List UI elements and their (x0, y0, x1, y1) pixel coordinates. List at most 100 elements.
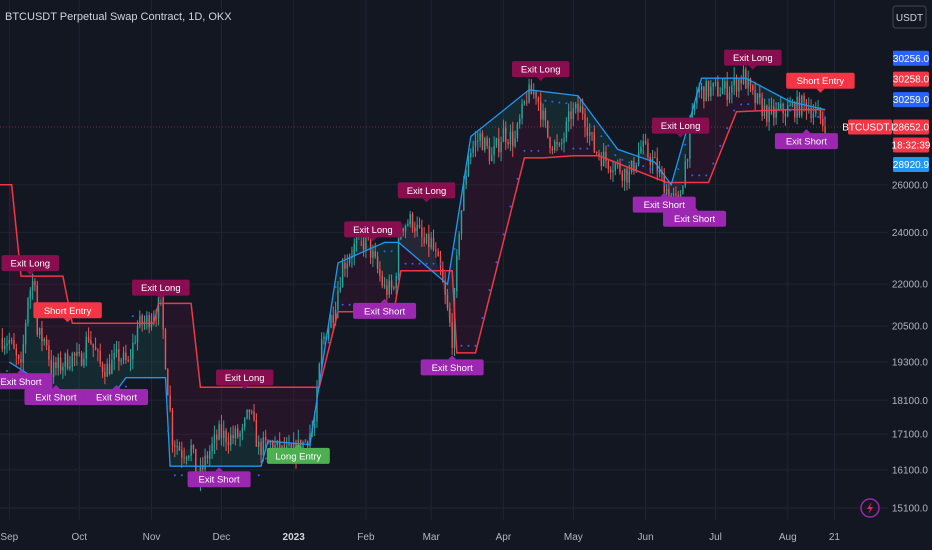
candle-body (402, 228, 404, 232)
signal-exit-long[interactable]: Exit Long (215, 369, 274, 390)
candle-body (423, 237, 425, 244)
signals[interactable]: Exit Long Exit Short Short Entry Exit Short… (0, 49, 855, 488)
candle-body (530, 84, 533, 95)
candle-body (749, 78, 752, 86)
candle-body (514, 138, 516, 147)
stop-dot (446, 292, 449, 295)
candle-body (90, 340, 92, 344)
price-axis[interactable]: 26000.0 24000.0 22000.0 20500.0 19300.0 18100… (892, 180, 929, 514)
candle-body (458, 233, 460, 256)
price-tag-box (893, 71, 929, 87)
candle-body (488, 145, 491, 162)
candle-body (176, 446, 178, 448)
candle-body (111, 359, 113, 374)
signal-pointer (51, 385, 60, 390)
candle-body (246, 409, 248, 419)
signal-exit-short[interactable]: Exit Short (187, 467, 251, 488)
currency-button[interactable]: USDT (892, 5, 927, 29)
signal-exit-short[interactable]: Exit Short (663, 206, 727, 227)
candle-body (726, 81, 728, 100)
candle-body (376, 256, 379, 270)
candle-body (250, 411, 253, 413)
signal-exit-short[interactable]: Exit Short (24, 385, 88, 406)
candle-body (605, 151, 607, 162)
candle-body (698, 89, 700, 93)
candle-body (257, 441, 260, 447)
signal-box (24, 389, 88, 406)
candle-body (8, 339, 11, 344)
candle-body (381, 276, 383, 286)
stop-dot (257, 474, 260, 477)
candle-body (115, 349, 118, 353)
stop-dot (488, 289, 491, 292)
candle-body (607, 161, 610, 170)
candle-body (332, 315, 335, 323)
signal-pointer (536, 77, 545, 82)
time-axis[interactable]: Sep Oct Nov Dec 2023 Feb Mar Apr May Jun Jul Aug 21 (0, 532, 840, 543)
signal-exit-long[interactable]: Exit Long (132, 279, 190, 300)
stop-dot (495, 261, 498, 264)
candle-body (248, 409, 251, 413)
candle-body (623, 168, 626, 181)
candle-body (262, 437, 265, 456)
signal-exit-long[interactable]: Exit Long (511, 61, 570, 82)
candle-body (719, 94, 721, 96)
signal-exit-short[interactable]: Exit Short (85, 385, 149, 406)
time-tick-label: Jun (638, 532, 654, 543)
stop-dot (320, 369, 323, 372)
stop-dot (600, 135, 603, 138)
time-tick-label: 2023 (283, 532, 306, 543)
price-tag-box (893, 137, 929, 153)
stop-dot (544, 99, 547, 102)
candle-body (451, 322, 453, 348)
candle-body (374, 251, 376, 257)
signal-label: Exit Long (10, 259, 50, 270)
signal-exit-long[interactable]: Exit Long (397, 182, 456, 203)
signal-label: Exit Short (364, 306, 406, 317)
signal-label: Exit Short (644, 200, 686, 211)
signal-exit-short[interactable]: Exit Short (632, 192, 696, 213)
price-tag-text: 30256.0 (893, 54, 930, 65)
signal-label: Exit Long (661, 121, 701, 132)
stop-dot (348, 303, 351, 306)
signal-exit-short[interactable]: Exit Short (774, 129, 838, 150)
candle-body (253, 411, 255, 420)
candle-body (113, 352, 115, 360)
signal-pointer (380, 298, 389, 303)
time-tick-label: Nov (143, 532, 161, 543)
candle-body (66, 353, 69, 369)
signal-short-entry[interactable]: Short Entry (786, 72, 855, 93)
candle-body (211, 443, 213, 452)
candle-body (766, 105, 768, 122)
price-tick-label: 24000.0 (892, 228, 929, 239)
signal-long-entry[interactable]: Long Entry (266, 443, 330, 464)
price-tag-text: 30259.0 (893, 95, 930, 106)
stop-dot (775, 102, 778, 105)
candle-body (733, 77, 735, 86)
candle-body (341, 262, 344, 288)
signal-exit-short[interactable]: Exit Short (420, 355, 484, 376)
signal-exit-short[interactable]: Exit Short (0, 369, 53, 390)
lightning-icon[interactable] (860, 498, 880, 518)
stop-dot (803, 101, 806, 104)
signal-exit-long[interactable]: Exit Long (1, 255, 60, 276)
stop-dot (173, 474, 176, 477)
stop-dot (516, 177, 519, 180)
signal-short-entry[interactable]: Short Entry (33, 302, 102, 323)
stop-dot (656, 170, 659, 173)
stop-dot (565, 102, 568, 105)
stop-dot (166, 429, 169, 432)
candle-body (754, 89, 756, 104)
signal-pointer (690, 206, 699, 211)
signal-exit-long[interactable]: Exit Long (344, 221, 402, 242)
candle-body (43, 339, 46, 342)
signal-label: Long Entry (275, 451, 321, 462)
signal-exit-long[interactable]: Exit Long (651, 117, 710, 138)
candle-body (17, 355, 20, 359)
signal-exit-long[interactable]: Exit Long (724, 49, 782, 70)
signal-exit-short[interactable]: Exit Short (353, 298, 417, 319)
candle-body (80, 353, 83, 366)
candle-body (195, 448, 197, 474)
stop-dot (768, 98, 771, 101)
